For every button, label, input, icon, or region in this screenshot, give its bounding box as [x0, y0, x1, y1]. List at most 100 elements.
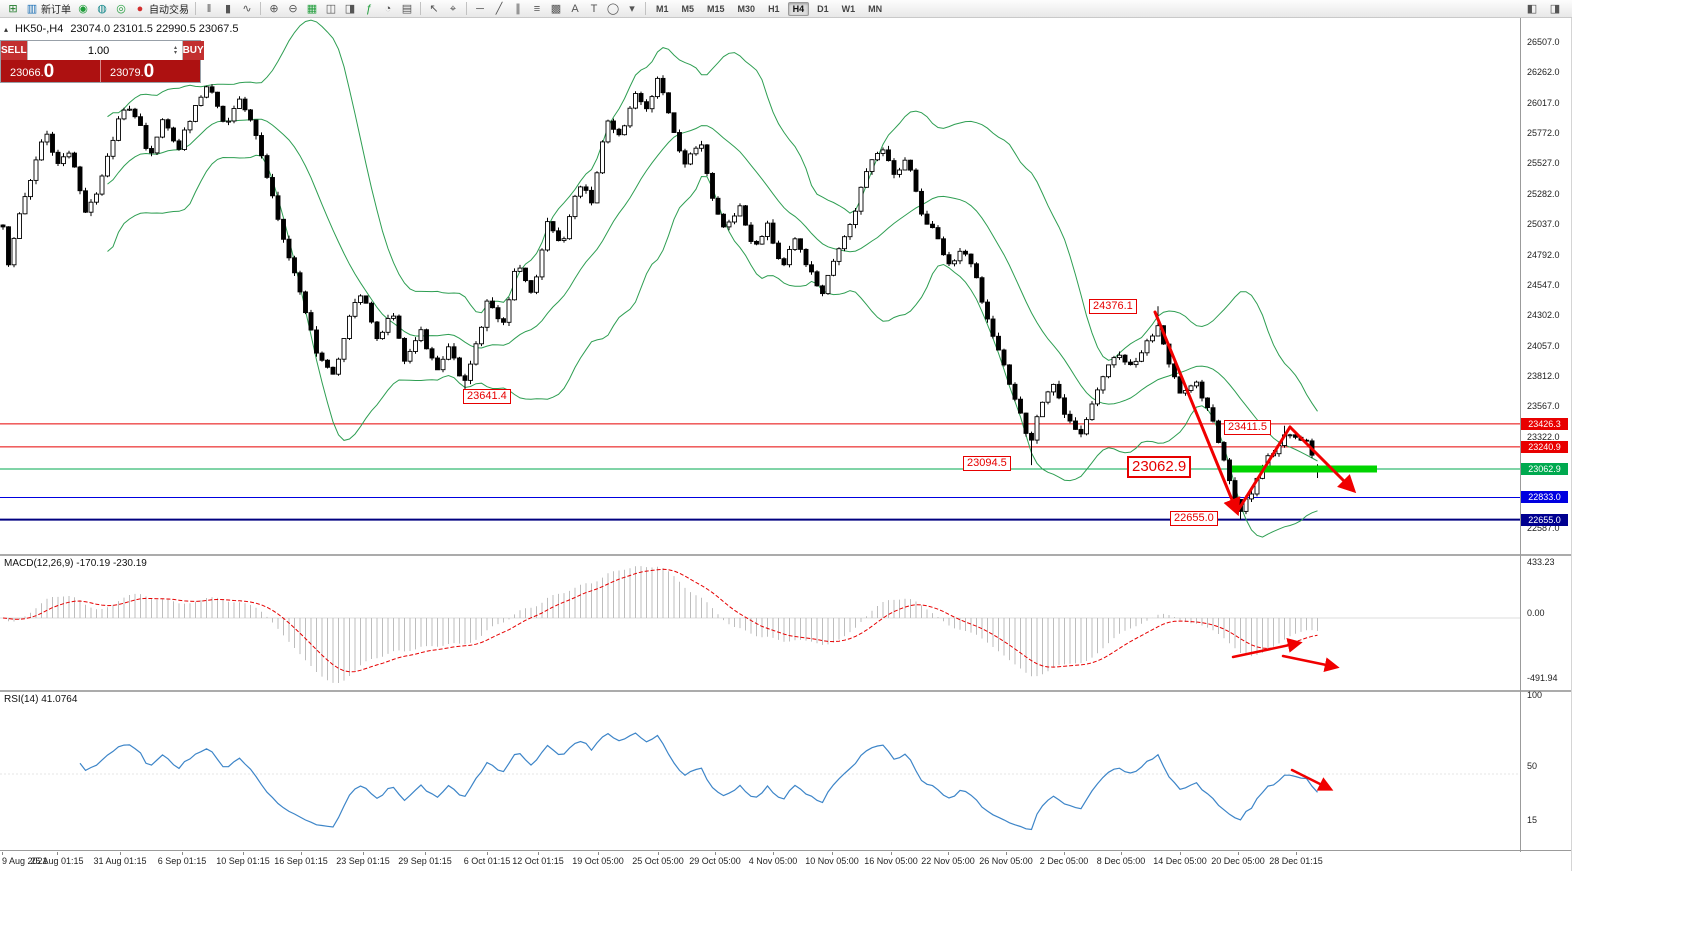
crosshair-icon[interactable]: ⌖	[444, 1, 462, 17]
horizontal-line-icon[interactable]: ─	[471, 1, 489, 17]
candle-body	[231, 108, 237, 122]
shapes-dropdown-icon[interactable]: ▾	[623, 1, 641, 17]
price-callout[interactable]: 23641.4	[463, 389, 511, 404]
toolbar-right-icon-1[interactable]: ◧	[1523, 1, 1541, 17]
periods-icon[interactable]: ◔	[379, 1, 397, 17]
candle-body	[1018, 398, 1023, 414]
sell-button[interactable]: SELL	[1, 41, 27, 60]
candle-body	[924, 213, 930, 225]
candle-body	[946, 254, 952, 265]
auto-scroll-icon[interactable]: ◫	[322, 1, 340, 17]
candle-body	[721, 213, 726, 228]
main-chart-canvas[interactable]	[0, 18, 1520, 554]
toolbar-right-icon-2-glyph: ◨	[1549, 2, 1561, 15]
candle-body	[220, 105, 226, 122]
new-order-button[interactable]: ▥ 新订单	[23, 1, 73, 17]
grid-icon-glyph: ▩	[550, 2, 562, 15]
price-callout[interactable]: 23411.5	[1224, 420, 1271, 435]
channel-icon-glyph: ∥	[515, 2, 521, 15]
templates-icon[interactable]: ▤	[398, 1, 416, 17]
trendline-icon[interactable]: ╱	[490, 1, 508, 17]
candle-body	[1029, 432, 1034, 441]
trend-arrow[interactable]	[1153, 310, 1241, 517]
price-callout[interactable]: 24376.1	[1089, 299, 1137, 314]
macd-panel-canvas[interactable]	[0, 556, 1520, 690]
bollinger-upper-band[interactable]	[107, 19, 1318, 412]
toolbar-separator	[466, 2, 467, 15]
timeframe-m5-button[interactable]: M5	[681, 3, 695, 14]
navigator-icon[interactable]: ◎	[112, 1, 130, 17]
buy-button[interactable]: BUY	[182, 41, 204, 60]
bollinger-lower-band[interactable]	[107, 154, 1318, 538]
price-callout[interactable]: 23094.5	[963, 456, 1011, 471]
candle-body	[655, 77, 660, 98]
volume-spinner[interactable]: ▴ ▾	[170, 44, 182, 56]
market-watch-icon[interactable]: ◉	[74, 1, 92, 17]
bollinger-middle-band[interactable]	[107, 118, 1318, 462]
candle-body	[440, 358, 446, 371]
panel-separator-macd[interactable]	[0, 554, 1571, 556]
candle-body	[110, 139, 116, 157]
candlestick-chart-icon[interactable]: ▮	[219, 1, 237, 17]
trend-arrow[interactable]	[1290, 768, 1334, 791]
line-chart-icon[interactable]: ∿	[238, 1, 256, 17]
sell-price-display[interactable]: 23066. 0	[1, 60, 100, 82]
time-axis-tick	[2, 852, 3, 855]
bar-chart-icon-glyph: ‖	[206, 2, 212, 15]
text-icon-glyph: A	[571, 2, 579, 15]
channel-icon[interactable]: ∥	[509, 1, 527, 17]
panel-separator-rsi[interactable]	[0, 690, 1571, 692]
data-window-icon[interactable]: ◍	[93, 1, 111, 17]
candles-layer[interactable]	[0, 75, 1320, 520]
trend-arrow[interactable]	[1235, 425, 1292, 514]
symbol-period-label: HK50-,H4	[15, 23, 64, 35]
timeframe-d1-button[interactable]: D1	[817, 3, 829, 14]
timeframe-m1-button[interactable]: M1	[656, 3, 669, 14]
zoom-in-icon[interactable]: ⊕	[265, 1, 283, 17]
candle-body	[479, 326, 484, 345]
price-callout[interactable]: 23062.9	[1127, 456, 1192, 478]
fibonacci-icon[interactable]: ≡	[528, 1, 546, 17]
timeframe-h4-button[interactable]: H4	[787, 1, 810, 16]
price-axis-label: 24057.0	[1527, 341, 1560, 351]
shapes-icon[interactable]: ◯	[604, 1, 622, 17]
time-axis[interactable]: 9 Aug 2021 25 Aug 01:15 31 Aug 01:15 6 Sep …	[0, 852, 1571, 870]
buy-price-display[interactable]: 23079. 0	[100, 60, 200, 82]
spinner-down-icon[interactable]: ▾	[174, 49, 178, 56]
candle-body	[1106, 364, 1111, 378]
label-icon[interactable]: T	[585, 1, 603, 17]
text-icon[interactable]: A	[566, 1, 584, 17]
volume-input[interactable]	[27, 44, 170, 57]
trend-arrow[interactable]	[1231, 637, 1303, 659]
trend-arrow[interactable]	[1281, 654, 1340, 673]
time-axis-tick	[363, 852, 364, 855]
price-callout[interactable]: 22655.0	[1170, 511, 1218, 526]
timeframe-m15-button[interactable]: M15	[707, 3, 725, 14]
trend-arrow[interactable]	[1288, 425, 1357, 494]
tile-windows-icon[interactable]: ▦	[303, 1, 321, 17]
chart-shift-icon[interactable]: ◨	[341, 1, 359, 17]
new-chart-icon[interactable]: ⊞	[4, 1, 22, 17]
one-click-collapse-icon[interactable]: ▴	[4, 24, 9, 34]
shapes-dropdown-icon-glyph: ▾	[629, 2, 635, 15]
timeframe-w1-button[interactable]: W1	[841, 3, 856, 14]
time-axis-label: 28 Dec 01:15	[1269, 856, 1323, 866]
bar-chart-icon[interactable]: ‖	[200, 1, 218, 17]
cursor-icon[interactable]: ↖	[425, 1, 443, 17]
timeframe-m30-button[interactable]: M30	[737, 3, 756, 14]
price-axis-label: 24792.0	[1527, 250, 1560, 260]
zoom-out-icon[interactable]: ⊖	[284, 1, 302, 17]
autotrade-button[interactable]: ● 自动交易	[131, 1, 191, 17]
timeframe-h1-button[interactable]: H1	[768, 3, 780, 14]
rsi-panel-canvas[interactable]	[0, 692, 1520, 850]
grid-icon[interactable]: ▩	[547, 1, 565, 17]
toolbar-right-icon-2[interactable]: ◨	[1546, 1, 1564, 17]
support-zone-bar[interactable]	[1232, 465, 1377, 473]
candle-body	[666, 92, 671, 114]
indicators-icon[interactable]: ƒ	[360, 1, 378, 17]
time-axis-tick	[1064, 852, 1065, 855]
spinner-up-icon[interactable]: ▴	[174, 44, 178, 51]
timeframe-mn-button[interactable]: MN	[868, 3, 883, 14]
data-window-icon-glyph: ◍	[97, 2, 107, 15]
candle-body	[314, 329, 319, 354]
